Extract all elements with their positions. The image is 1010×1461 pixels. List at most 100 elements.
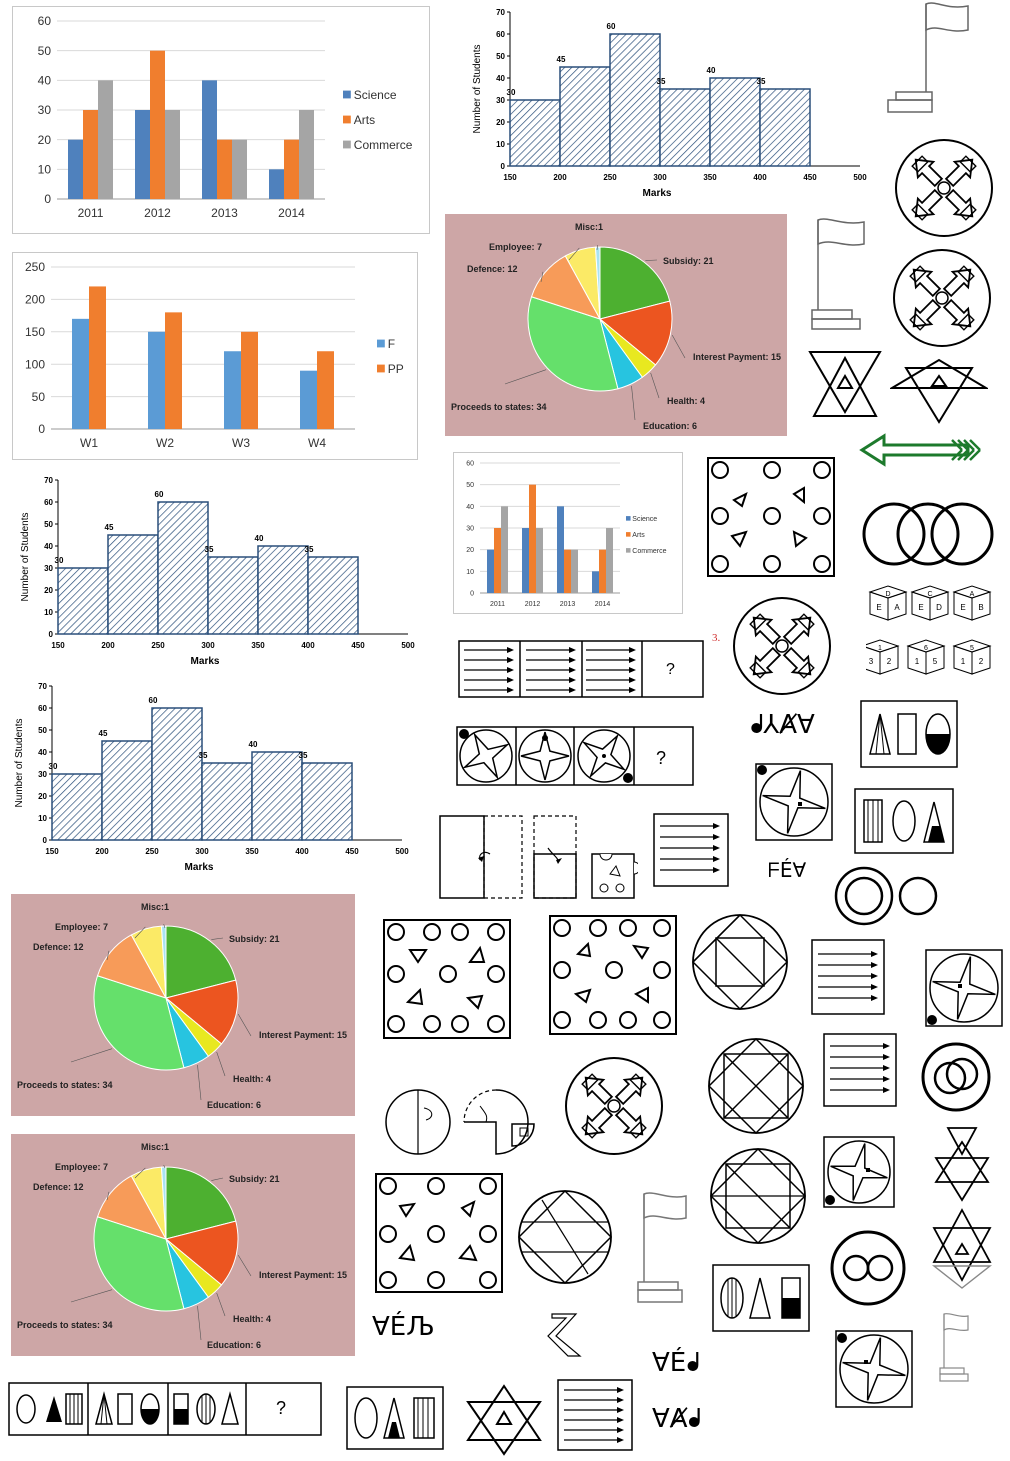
pie-label: Misc:1 <box>575 222 603 232</box>
x-tick-label: W4 <box>308 436 326 450</box>
box <box>925 949 1003 1027</box>
leader-line <box>134 926 146 939</box>
circle <box>759 767 829 837</box>
x-tick-label: 2013 <box>560 601 576 608</box>
value-label: 45 <box>99 729 108 738</box>
value-label: 30 <box>55 556 64 565</box>
double-arrow <box>944 155 977 188</box>
x-tick-label: 450 <box>345 847 359 856</box>
histogram-bar <box>107 534 159 635</box>
y-tick-label: 0 <box>38 422 45 436</box>
x-tick-label: W3 <box>232 436 250 450</box>
histogram-bar <box>51 773 103 841</box>
x-tick-label: 2014 <box>595 601 611 608</box>
legend-label: Science <box>632 516 657 523</box>
arrow-shape <box>584 1106 614 1136</box>
x-tick-label: 150 <box>503 173 517 182</box>
pie-label: Defence: 12 <box>467 264 518 274</box>
leader-line <box>163 923 166 929</box>
pie-chart-panel: Subsidy: 21 Interest Payment: 15 Health: 4… <box>445 214 787 436</box>
arrows-box-figure <box>557 1379 633 1451</box>
flag-figure <box>811 218 865 330</box>
legend-label: Commerce <box>632 548 666 555</box>
double-arrow <box>782 646 815 679</box>
y-tick-label: 30 <box>466 525 474 532</box>
arrow-head <box>871 951 878 957</box>
histogram-bar <box>759 88 811 167</box>
bar <box>299 110 314 199</box>
bar <box>68 139 83 199</box>
leader-line <box>106 950 110 961</box>
legend-label: PP <box>388 362 404 376</box>
arrow-head <box>713 867 720 873</box>
histogram-bar <box>307 556 359 635</box>
arrow-tip-box <box>911 155 929 173</box>
leader-line <box>650 372 660 399</box>
histogram-bar <box>157 501 209 635</box>
arrows-box-figure <box>823 1033 897 1107</box>
arrow-head <box>871 984 878 990</box>
x-tick-label: 400 <box>295 847 309 856</box>
histogram-bar <box>57 567 109 635</box>
circle <box>827 1140 891 1204</box>
star-series-question: ? <box>456 726 694 786</box>
x-tick-label: W2 <box>156 436 174 450</box>
cube-top <box>866 639 900 653</box>
cube-face-label: 6 <box>924 645 928 652</box>
four-point-star <box>762 770 826 834</box>
arrow-head <box>507 687 514 693</box>
circle <box>459 729 513 783</box>
y-tick-label: 70 <box>38 682 47 691</box>
bar <box>564 549 571 593</box>
flag-figure <box>887 2 969 113</box>
y-tick-label: 0 <box>49 630 54 639</box>
arrow-tip-box <box>957 313 975 331</box>
arrow-head <box>883 1076 890 1082</box>
arrow-shape <box>912 268 942 298</box>
histogram-bar <box>609 33 661 167</box>
bar <box>571 549 578 593</box>
arrow-head <box>617 1407 624 1413</box>
pie-label: Proceeds to states: 34 <box>17 1080 113 1090</box>
cube-face-label: B <box>978 603 983 612</box>
bar <box>72 318 89 429</box>
pie-label: Proceeds to states: 34 <box>17 1320 113 1330</box>
shape-series-question: ? <box>8 1382 322 1436</box>
arrow-tip-box <box>629 1073 647 1091</box>
x-tick-label: 500 <box>853 173 867 182</box>
rings-pair-figure <box>834 866 938 926</box>
legend-label: Commerce <box>354 138 413 152</box>
circle <box>733 597 831 695</box>
star-circle-box <box>755 763 833 841</box>
pie-label: Defence: 12 <box>33 942 84 952</box>
shapes-option-box <box>712 1264 810 1332</box>
arrow-tip-box <box>797 661 815 679</box>
cube-face-label: A <box>970 591 975 598</box>
leader-line <box>671 334 686 359</box>
bar <box>494 528 501 593</box>
legend-label: Arts <box>354 113 375 127</box>
bar <box>135 110 150 199</box>
stray-mark: 3. <box>712 632 721 644</box>
arrow-shape <box>782 616 812 646</box>
bar-chart-svg: 0 10 20 30 40 50 60 2011 2012 2013 2014 Science Arts… <box>466 460 666 608</box>
leader-line <box>211 937 224 940</box>
leader-line <box>70 1048 113 1063</box>
four-point-star <box>520 731 570 781</box>
legend-swatch <box>377 364 385 373</box>
bar <box>317 351 334 429</box>
flag-figure <box>637 1192 687 1303</box>
cube-face-label: 2 <box>887 657 892 666</box>
y-tick-label: 50 <box>32 390 46 404</box>
double-arrow <box>614 1106 647 1139</box>
x-axis-label: Marks <box>191 656 220 667</box>
four-point-star <box>830 1143 888 1201</box>
arrow-tip-box <box>581 1073 599 1091</box>
arrow-head <box>569 647 576 653</box>
pie-chart: Subsidy: 21 Interest Payment: 15 Health: 4… <box>17 902 347 1110</box>
leader-line <box>568 247 580 261</box>
x-tick-label: 400 <box>753 173 767 182</box>
x-tick-label: 500 <box>401 641 415 650</box>
leader-line <box>645 259 658 261</box>
legend-label: Science <box>354 88 397 102</box>
